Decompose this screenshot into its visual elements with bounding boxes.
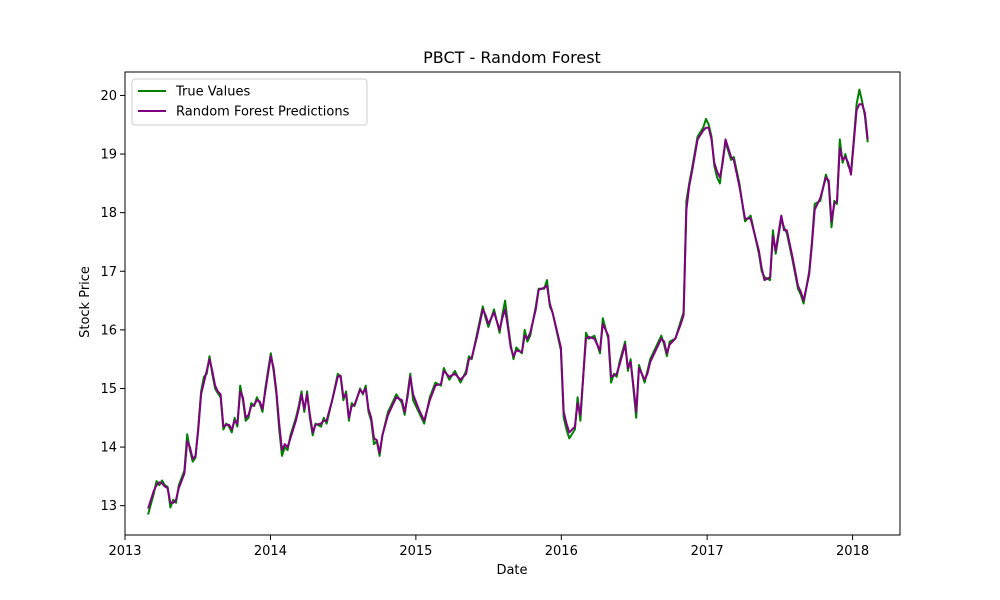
x-tick-label: 2018 [836,544,869,559]
x-tick-label: 2014 [254,544,287,559]
y-tick-label: 19 [100,148,117,163]
axes: 2013 2014 2015 2016 2017 2018 13 14 15 16 17 18 19 20 [100,71,901,559]
x-tick-label: 2016 [545,544,578,559]
y-tick-label: 16 [100,323,117,338]
x-tick-label: 2017 [691,544,724,559]
plot-area [147,88,869,515]
x-axis-title: Date [496,563,527,578]
chart-title: PBCT - Random Forest [423,48,601,67]
y-tick-label: 18 [100,206,117,221]
y-tick-label: 17 [100,265,117,280]
y-tick-label: 14 [100,441,117,456]
plot-frame [124,71,901,536]
y-tick-label: 15 [100,382,117,397]
legend-label-1: Random Forest Predictions [176,105,350,120]
y-axis-title: Stock Price [78,266,93,338]
y-tick-label: 20 [100,89,117,104]
x-tick-label: 2013 [108,544,141,559]
legend-label-0: True Values [175,85,250,100]
series-line-1 [147,103,869,509]
legend-box [131,78,368,126]
y-tick-label: 13 [100,499,117,514]
x-tick-label: 2015 [399,544,432,559]
legend: True Values Random Forest Predictions [131,78,368,126]
